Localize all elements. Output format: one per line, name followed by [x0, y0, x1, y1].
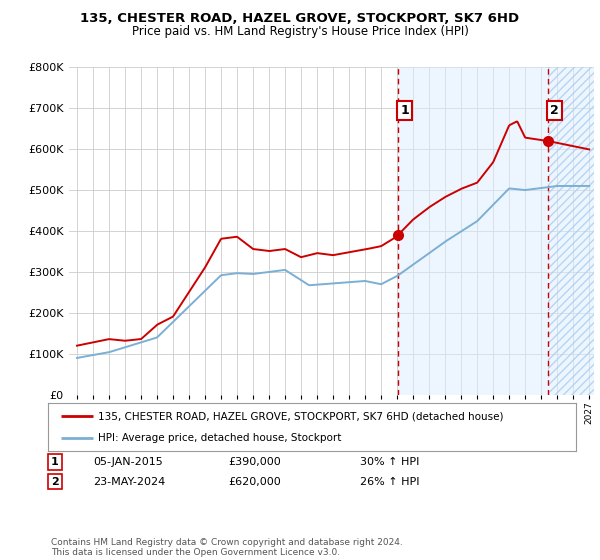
Text: 30% ↑ HPI: 30% ↑ HPI	[360, 457, 419, 467]
Text: 2: 2	[51, 477, 59, 487]
Text: £620,000: £620,000	[228, 477, 281, 487]
Bar	[548, 67, 594, 395]
Text: 135, CHESTER ROAD, HAZEL GROVE, STOCKPORT, SK7 6HD (detached house): 135, CHESTER ROAD, HAZEL GROVE, STOCKPOR…	[98, 411, 503, 421]
Bar	[398, 67, 594, 395]
Text: 1: 1	[51, 457, 59, 467]
Text: Price paid vs. HM Land Registry's House Price Index (HPI): Price paid vs. HM Land Registry's House …	[131, 25, 469, 38]
Text: 26% ↑ HPI: 26% ↑ HPI	[360, 477, 419, 487]
Text: 2: 2	[550, 104, 559, 116]
Text: Contains HM Land Registry data © Crown copyright and database right 2024.
This d: Contains HM Land Registry data © Crown c…	[51, 538, 403, 557]
Text: 23-MAY-2024: 23-MAY-2024	[93, 477, 165, 487]
Text: 1: 1	[400, 104, 409, 116]
Text: 135, CHESTER ROAD, HAZEL GROVE, STOCKPORT, SK7 6HD: 135, CHESTER ROAD, HAZEL GROVE, STOCKPOR…	[80, 12, 520, 25]
Text: 05-JAN-2015: 05-JAN-2015	[93, 457, 163, 467]
Text: £390,000: £390,000	[228, 457, 281, 467]
Text: HPI: Average price, detached house, Stockport: HPI: Average price, detached house, Stoc…	[98, 433, 341, 443]
